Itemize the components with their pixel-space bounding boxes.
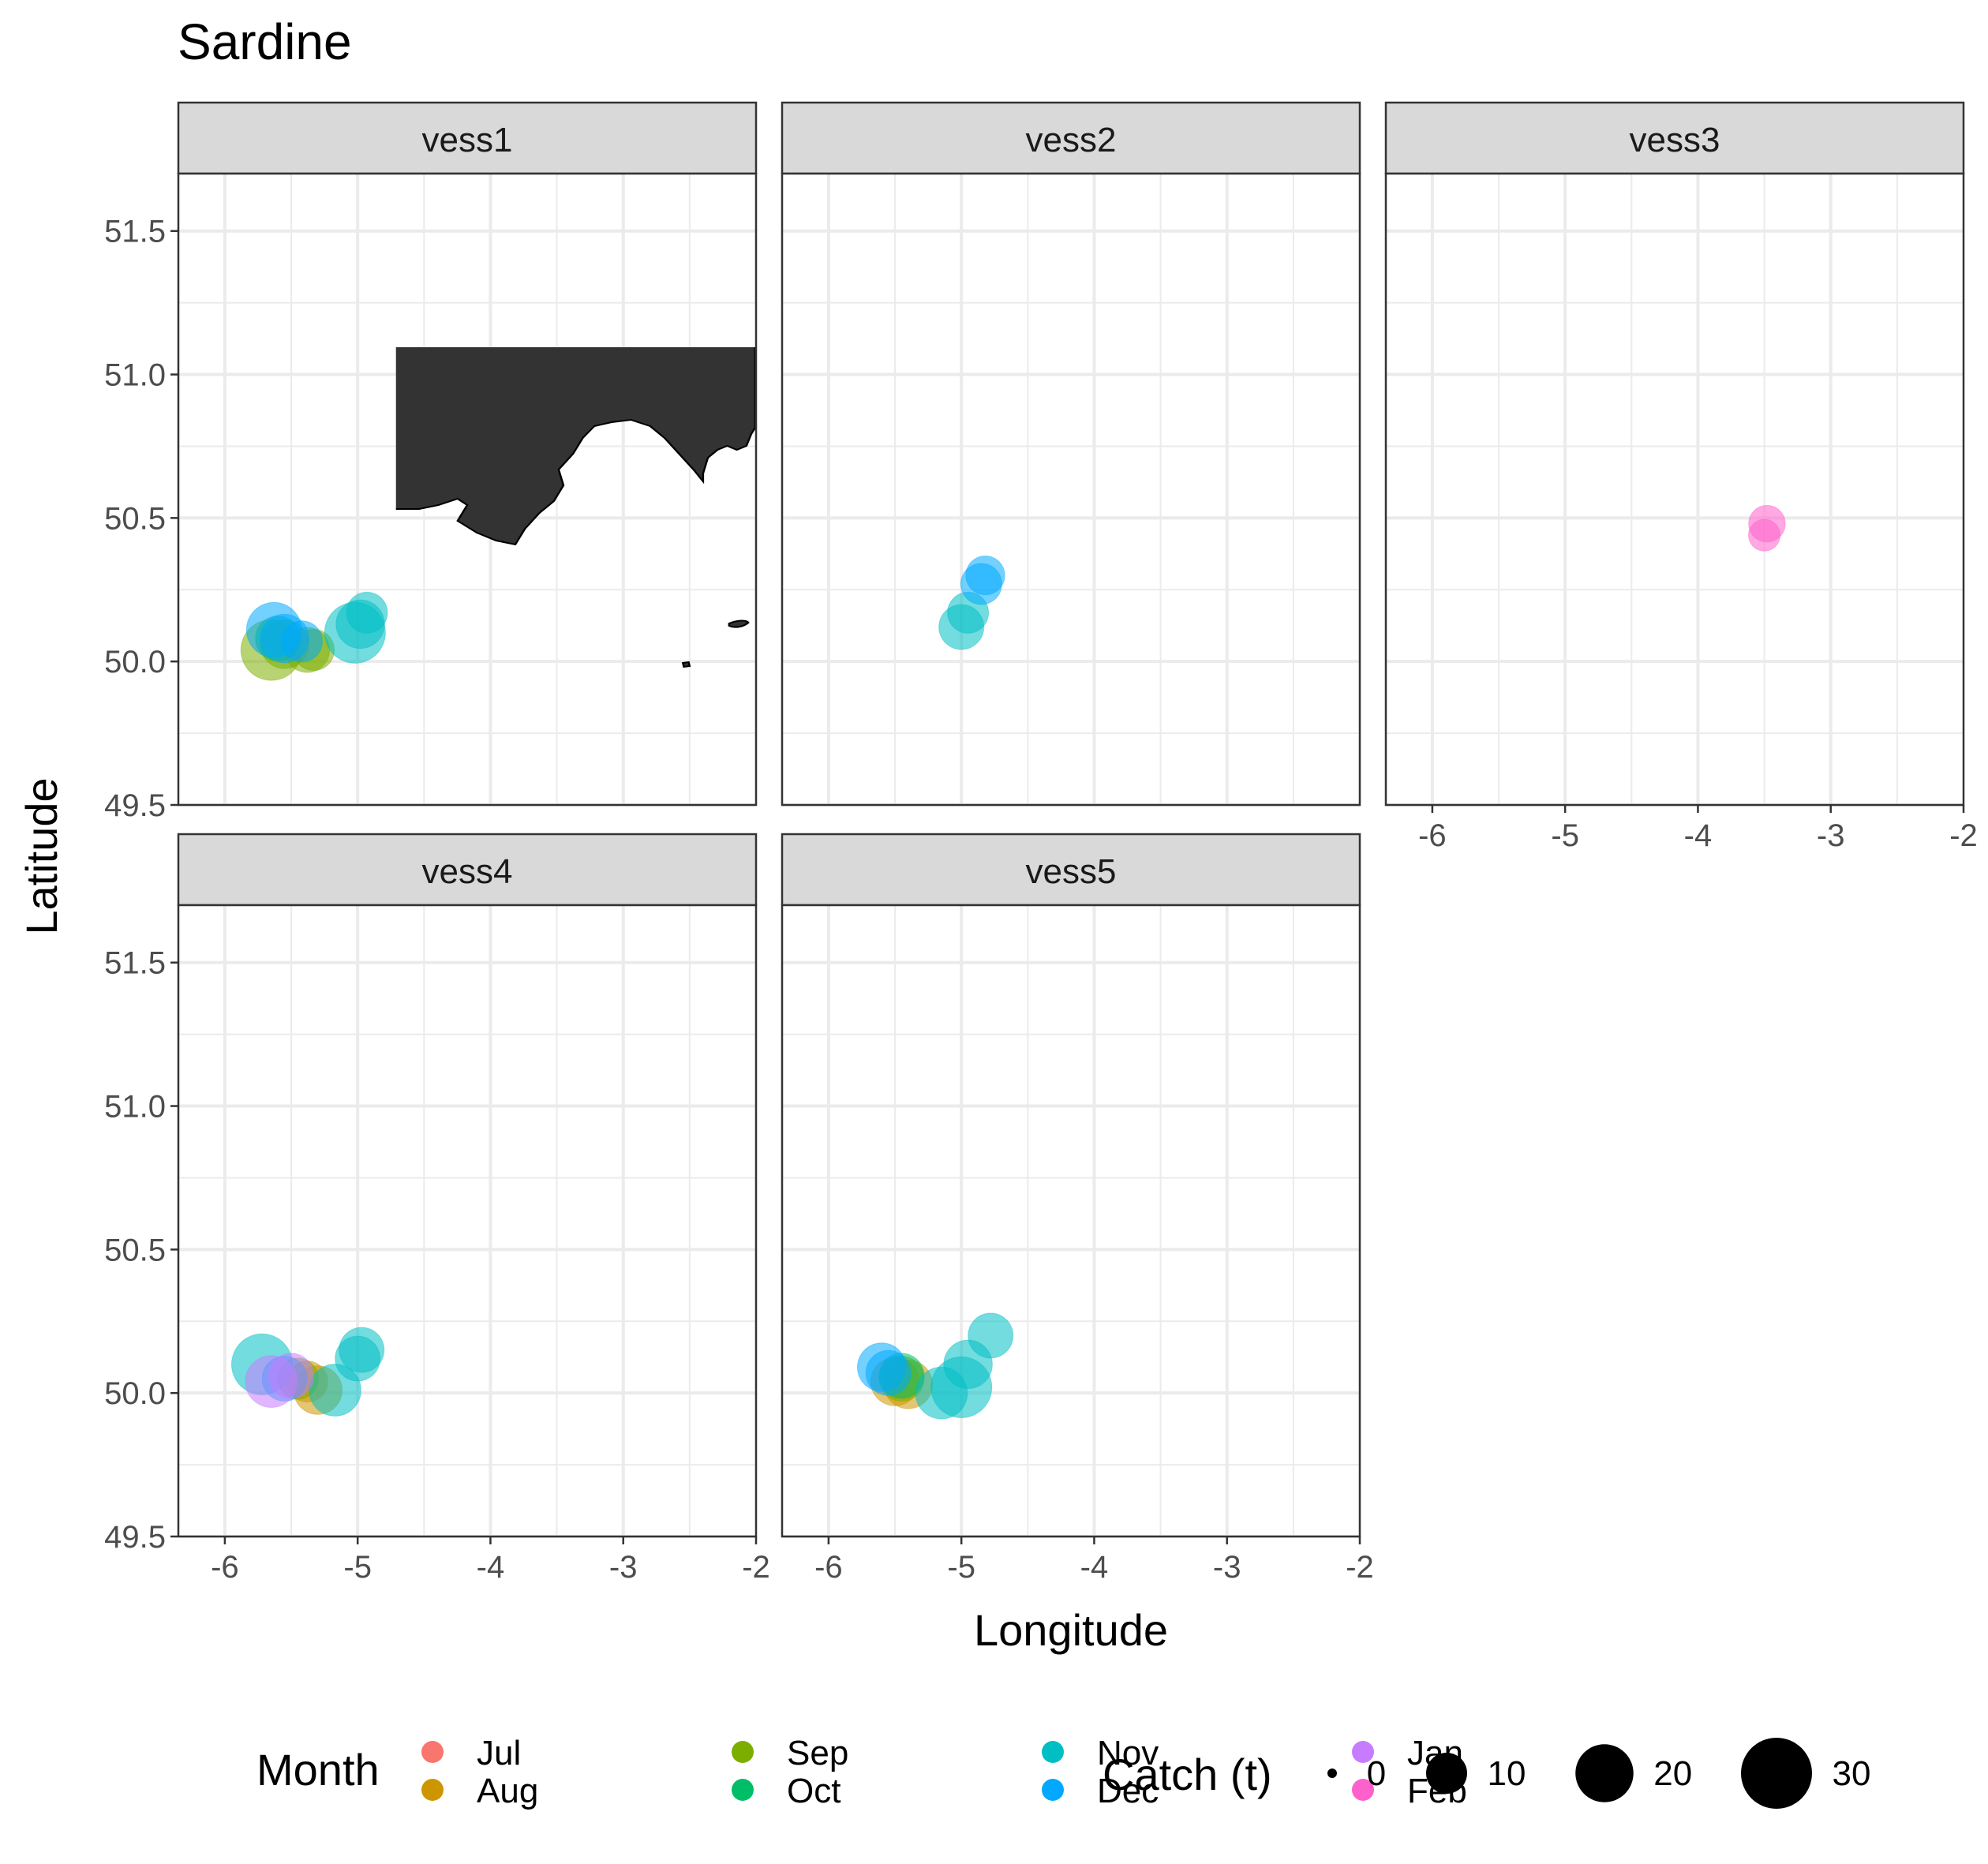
legend-label-nov: Nov — [1097, 1734, 1159, 1772]
x-tick-label: -4 — [1684, 818, 1713, 853]
x-tick-label: -4 — [477, 1550, 505, 1585]
size-label-0: 0 — [1367, 1754, 1386, 1793]
legend-label-oct: Oct — [787, 1772, 841, 1810]
points-vess3 — [1747, 504, 1786, 552]
panel-background — [782, 905, 1360, 1536]
catch-legend-title: Catch (t) — [1103, 1750, 1272, 1799]
legend-key-sep — [732, 1741, 754, 1763]
y-tick-label: 51.5 — [104, 946, 166, 981]
chart-title: Sardine — [178, 13, 352, 70]
x-tick-label: -5 — [1551, 818, 1579, 853]
x-tick-label: -5 — [343, 1550, 372, 1585]
data-point — [346, 591, 388, 634]
points-vess1 — [240, 591, 388, 681]
panel-border — [781, 172, 1361, 807]
strip-label-vess5: vess5 — [1026, 852, 1117, 891]
strip-label-vess2: vess2 — [1026, 121, 1117, 159]
panel-border — [781, 904, 1361, 1538]
panel-border — [177, 904, 758, 1538]
x-axis-label: Longitude — [974, 1605, 1168, 1655]
strip-label-vess4: vess4 — [422, 852, 513, 891]
x-tick-label: -3 — [1817, 818, 1845, 853]
x-tick-label: -6 — [814, 1550, 843, 1585]
y-tick-label: 50.0 — [104, 645, 166, 679]
x-tick-label: -4 — [1080, 1550, 1109, 1585]
strip-label-vess1: vess1 — [422, 121, 513, 159]
strip-vess2 — [781, 101, 1361, 175]
legend-key-jul — [421, 1741, 444, 1763]
legend-key-feb — [1352, 1779, 1374, 1801]
facet-panels: vess1 49.5 50.0 50.5 51.0 51.5 vess2 vess3 -6 -5 -… — [104, 101, 1978, 1585]
panel-grid — [782, 905, 1360, 1538]
legend-key-jan — [1352, 1741, 1374, 1763]
legend-key-aug — [421, 1779, 444, 1801]
points-vess2 — [938, 555, 1005, 650]
y-axis-label: Latitude — [17, 777, 66, 934]
panel-vess1: vess1 49.5 50.0 50.5 51.0 51.5 — [104, 101, 758, 823]
size-label-20: 20 — [1653, 1754, 1692, 1793]
legend-label-aug: Aug — [477, 1772, 538, 1810]
size-label-30: 30 — [1833, 1754, 1871, 1793]
y-tick-label: 49.5 — [104, 1520, 166, 1555]
legend-label-sep: Sep — [787, 1734, 848, 1772]
size-key-10 — [1426, 1753, 1467, 1794]
x-tick-label: -6 — [1418, 818, 1447, 853]
points-vess5 — [856, 1312, 1014, 1420]
legend-label-jul: Jul — [477, 1734, 521, 1772]
data-point — [865, 1349, 912, 1396]
panel-vess5: vess5 -6 -5 -4 -3 -2 — [781, 833, 1374, 1585]
strip-vess5 — [781, 833, 1361, 907]
catch-legend: Catch (t) 0 10 20 30 — [1103, 1738, 1870, 1809]
panel-background — [782, 174, 1360, 805]
x-tick-label: -5 — [947, 1550, 975, 1585]
x-tick-label: -2 — [742, 1550, 770, 1585]
x-tick-label: -2 — [1346, 1550, 1374, 1585]
legend-label-dec: Dec — [1097, 1772, 1159, 1810]
y-tick-label: 51.0 — [104, 1090, 166, 1125]
strip-vess4 — [177, 833, 758, 907]
panel-vess4: vess4 49.5 50.0 50.5 51.0 51.5 -6 -5 -4 -3 -2 — [104, 833, 770, 1585]
panel-border — [177, 172, 758, 807]
y-tick-label: 49.5 — [104, 788, 166, 823]
y-tick-label: 51.0 — [104, 358, 166, 393]
month-legend-title: Month — [256, 1745, 380, 1795]
y-tick-label: 50.5 — [104, 501, 166, 536]
data-point — [1747, 518, 1781, 552]
data-point — [339, 1327, 385, 1373]
y-tick-label: 50.0 — [104, 1376, 166, 1411]
size-label-10: 10 — [1488, 1754, 1526, 1793]
panel-background — [178, 905, 756, 1536]
panel-border — [1384, 172, 1965, 807]
panel-vess2: vess2 — [781, 101, 1361, 807]
legend-key-nov — [1042, 1741, 1064, 1763]
panel-vess3: vess3 -6 -5 -4 -3 -2 — [1384, 101, 1978, 853]
legend-key-oct — [732, 1779, 754, 1801]
panel-grid — [178, 905, 756, 1538]
points-vess4 — [230, 1327, 385, 1417]
strip-label-vess3: vess3 — [1630, 121, 1720, 159]
data-point — [268, 1353, 314, 1399]
x-tick-label: -2 — [1949, 818, 1978, 853]
data-point — [968, 1312, 1014, 1359]
month-legend: Month JulAugSepOctNovDecJanFeb — [256, 1734, 1467, 1810]
size-key-30 — [1741, 1738, 1812, 1809]
x-tick-label: -6 — [211, 1550, 239, 1585]
panel-background — [1386, 174, 1964, 805]
y-tick-label: 51.5 — [104, 215, 166, 249]
strip-vess1 — [177, 101, 758, 175]
legend-key-dec — [1042, 1779, 1064, 1801]
size-key-0 — [1327, 1769, 1337, 1778]
x-tick-label: -3 — [609, 1550, 638, 1585]
y-tick-label: 50.5 — [104, 1233, 166, 1267]
data-point — [965, 555, 1005, 596]
data-point — [281, 620, 323, 663]
size-key-20 — [1575, 1744, 1634, 1802]
x-tick-label: -3 — [1213, 1550, 1241, 1585]
strip-vess3 — [1384, 101, 1965, 175]
